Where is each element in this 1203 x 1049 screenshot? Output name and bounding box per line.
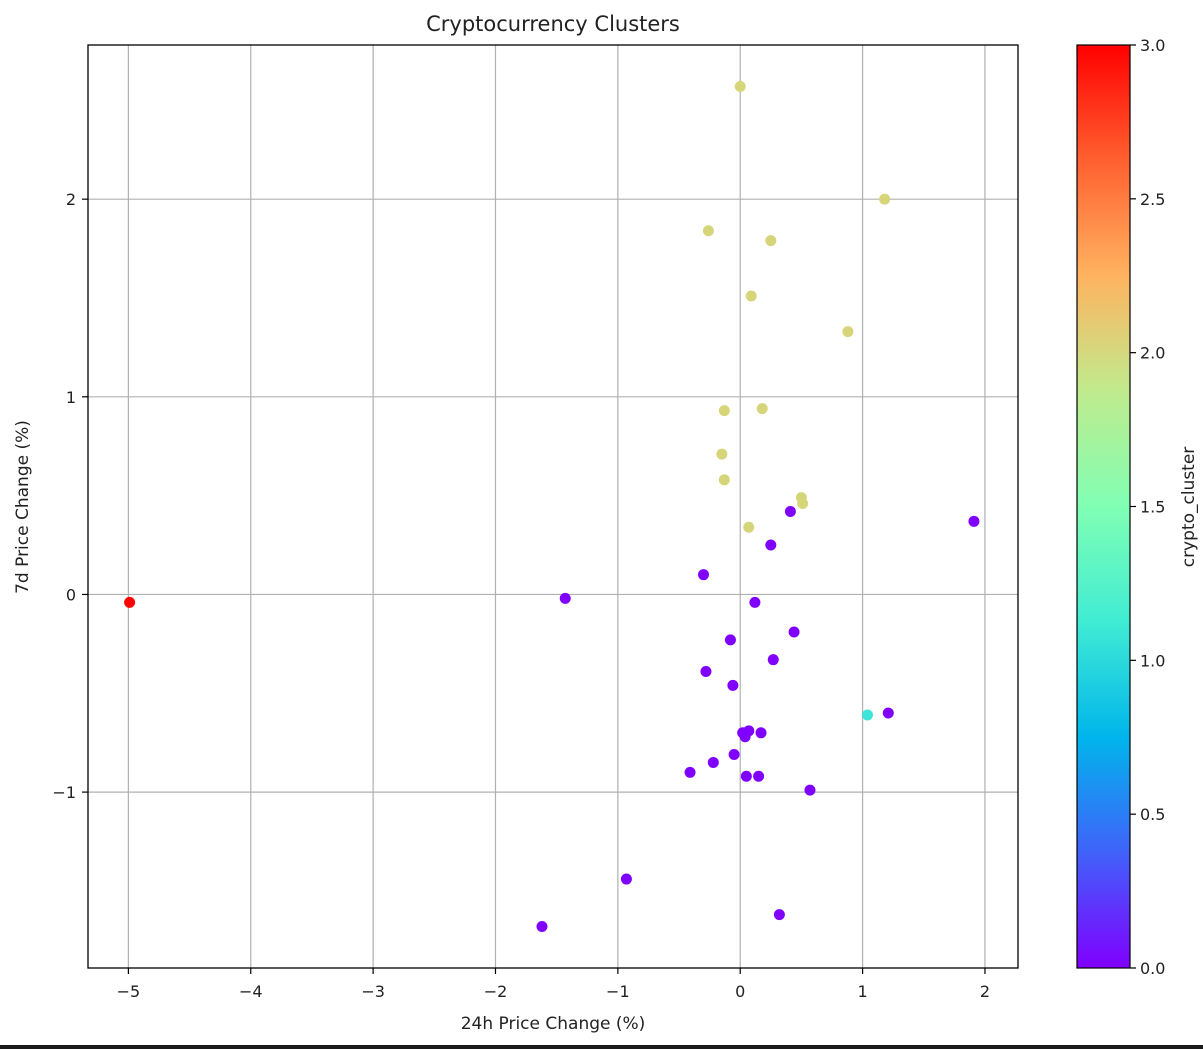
colorbar-tick-label: 0.5 xyxy=(1140,805,1165,824)
colorbar-tick-label: 1.0 xyxy=(1140,651,1165,670)
bottom-border xyxy=(0,1045,1203,1049)
y-axis-ticks: −1 0 1 2 xyxy=(52,190,88,802)
x-tick-label: −3 xyxy=(361,982,385,1001)
data-point xyxy=(740,770,752,782)
data-point xyxy=(743,521,755,533)
data-point xyxy=(755,727,767,739)
data-point xyxy=(702,225,714,237)
data-point xyxy=(684,766,696,778)
y-axis-label: 7d Price Change (%) xyxy=(13,420,33,594)
data-point xyxy=(707,756,719,768)
colorbar-ticks: 0.0 0.5 1.0 1.5 2.0 2.5 3.0 xyxy=(1130,36,1165,978)
x-tick-label: 0 xyxy=(735,982,745,1001)
grid-lines xyxy=(88,45,1018,968)
colorbar-tick-label: 3.0 xyxy=(1140,36,1165,55)
x-tick-label: −2 xyxy=(484,982,508,1001)
y-tick-label: 0 xyxy=(66,585,76,604)
data-point xyxy=(620,873,632,885)
data-point xyxy=(749,596,761,608)
data-point xyxy=(700,666,712,678)
data-point xyxy=(536,920,548,932)
data-point xyxy=(861,709,873,721)
x-tick-label: −5 xyxy=(117,982,141,1001)
x-tick-label: −1 xyxy=(606,982,630,1001)
plot-frame xyxy=(87,44,1019,969)
data-point xyxy=(773,909,785,921)
data-point xyxy=(784,505,796,517)
chart-title: Cryptocurrency Clusters xyxy=(426,12,680,36)
data-point xyxy=(724,634,736,646)
colorbar-tick-label: 2.0 xyxy=(1140,344,1165,363)
data-point xyxy=(756,403,768,415)
data-point xyxy=(734,81,746,93)
data-point xyxy=(559,592,571,604)
colorbar-tick-label: 1.5 xyxy=(1140,498,1165,517)
data-point xyxy=(788,626,800,638)
data-points xyxy=(124,81,980,932)
data-point xyxy=(765,235,777,247)
data-point xyxy=(124,596,136,608)
data-point xyxy=(739,731,751,743)
data-point xyxy=(797,498,809,510)
data-point xyxy=(716,448,728,460)
x-axis-ticks: −5 −4 −3 −2 −1 0 1 2 xyxy=(117,968,990,1001)
colorbar-label: crypto_cluster xyxy=(1179,447,1199,568)
data-point xyxy=(767,654,779,666)
colorbar-tick-label: 2.5 xyxy=(1140,190,1165,209)
data-point xyxy=(727,679,739,691)
y-tick-label: −1 xyxy=(52,783,76,802)
x-tick-label: 2 xyxy=(980,982,990,1001)
data-point xyxy=(882,707,894,719)
data-point xyxy=(718,405,730,417)
data-point xyxy=(879,193,891,205)
data-point xyxy=(698,569,710,581)
x-tick-label: −4 xyxy=(239,982,263,1001)
data-point xyxy=(765,539,777,551)
colorbar xyxy=(1076,44,1131,969)
data-point xyxy=(718,474,730,486)
x-tick-label: 1 xyxy=(857,982,867,1001)
x-axis-label: 24h Price Change (%) xyxy=(461,1014,646,1034)
data-point xyxy=(728,749,740,761)
data-point xyxy=(753,770,765,782)
data-point xyxy=(804,784,816,796)
y-tick-label: 2 xyxy=(66,190,76,209)
data-point xyxy=(842,326,854,338)
data-point xyxy=(968,515,980,527)
data-point xyxy=(745,290,757,302)
colorbar-tick-label: 0.0 xyxy=(1140,959,1165,978)
y-tick-label: 1 xyxy=(66,388,76,407)
